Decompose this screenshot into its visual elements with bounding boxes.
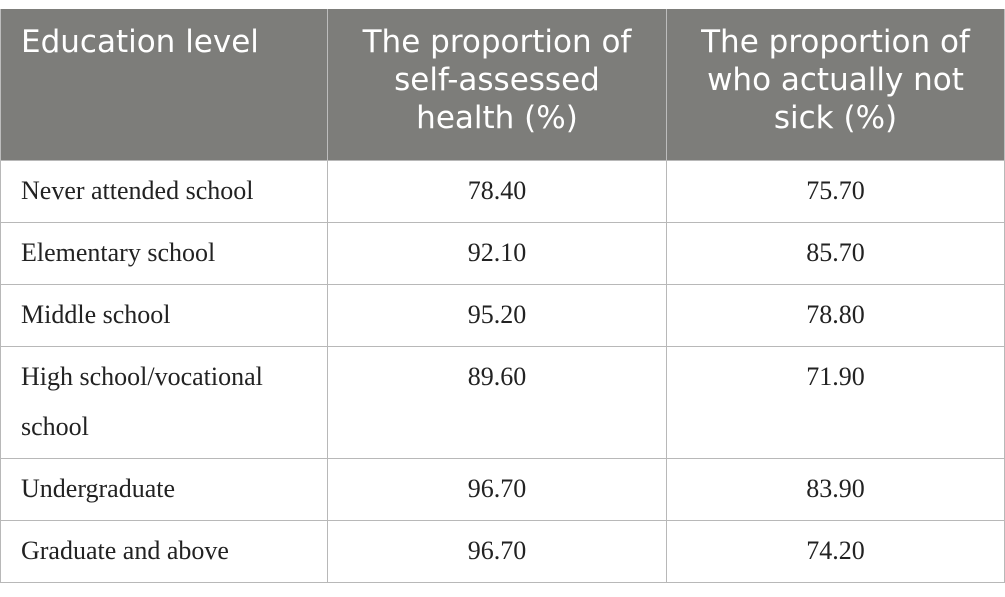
not-sick-cell: 83.90 xyxy=(666,457,1005,521)
education-level-cell: Graduate and above xyxy=(0,519,328,583)
not-sick-cell: 75.70 xyxy=(666,159,1005,223)
table-header-row: Education level The proportion of self-a… xyxy=(0,9,1005,160)
education-level-cell: Never attended school xyxy=(0,159,328,223)
self-assessed-cell: 95.20 xyxy=(327,283,667,347)
self-assessed-cell: 96.70 xyxy=(327,519,667,583)
header-self-assessed-health: The proportion of self-assessed health (… xyxy=(327,9,667,160)
self-assessed-cell: 96.70 xyxy=(327,457,667,521)
not-sick-cell: 71.90 xyxy=(666,345,1005,459)
self-assessed-cell: 89.60 xyxy=(327,345,667,459)
not-sick-cell: 74.20 xyxy=(666,519,1005,583)
table-row: High school/vocational school 89.60 71.9… xyxy=(0,345,1005,459)
table-row: Graduate and above 96.70 74.20 xyxy=(0,519,1005,583)
header-education-level: Education level xyxy=(0,9,328,160)
not-sick-cell: 78.80 xyxy=(666,283,1005,347)
education-level-cell: Elementary school xyxy=(0,221,328,285)
education-level-cell: High school/vocational school xyxy=(0,345,328,459)
table-row: Never attended school 78.40 75.70 xyxy=(0,159,1005,223)
not-sick-cell: 85.70 xyxy=(666,221,1005,285)
table-row: Undergraduate 96.70 83.90 xyxy=(0,457,1005,521)
education-level-cell: Undergraduate xyxy=(0,457,328,521)
table-row: Middle school 95.20 78.80 xyxy=(0,283,1005,347)
education-health-table: Education level The proportion of self-a… xyxy=(0,9,1005,583)
education-level-cell: Middle school xyxy=(0,283,328,347)
header-actually-not-sick: The proportion of who actually not sick … xyxy=(666,9,1005,160)
table-row: Elementary school 92.10 85.70 xyxy=(0,221,1005,285)
self-assessed-cell: 92.10 xyxy=(327,221,667,285)
self-assessed-cell: 78.40 xyxy=(327,159,667,223)
